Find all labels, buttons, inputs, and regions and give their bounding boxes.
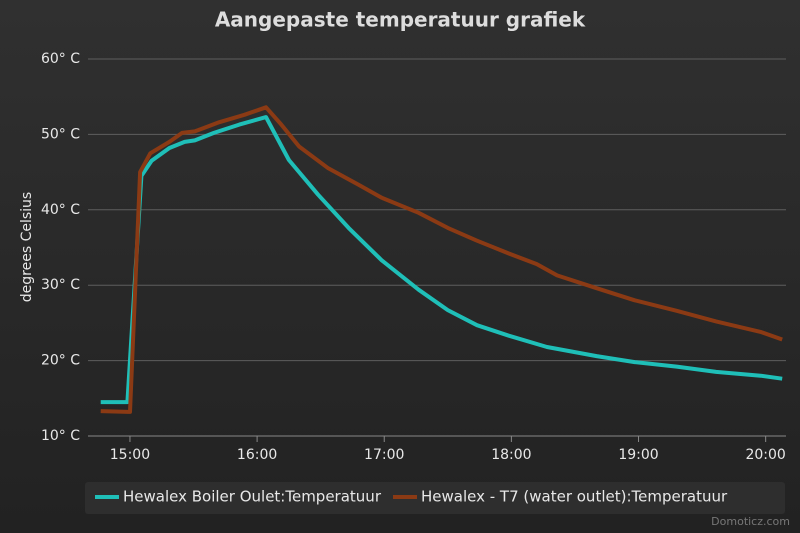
y-tick-label: 30° C [41, 277, 80, 293]
y-axis-title: degrees Celsius [19, 192, 35, 302]
y-tick-label: 50° C [41, 126, 80, 142]
y-tick-label: 60° C [41, 51, 80, 67]
y-tick-label: 20° C [41, 353, 80, 369]
x-tick-label: 18:00 [491, 447, 531, 463]
legend-label[interactable]: Hewalex Boiler Oulet:Temperatuur [123, 488, 382, 506]
x-tick-label: 16:00 [237, 447, 277, 463]
chart-title: Aangepaste temperatuur grafiek [215, 8, 586, 32]
y-tick-label: 40° C [41, 202, 80, 218]
x-tick-label: 15:00 [110, 447, 150, 463]
series-line [100, 105, 783, 414]
legend-label[interactable]: Hewalex - T7 (water outlet):Temperatuur [421, 488, 728, 506]
legend-box [85, 482, 785, 514]
x-tick-label: 19:00 [618, 447, 658, 463]
y-tick-label: 10° C [41, 428, 80, 444]
series-line [100, 115, 783, 405]
credits: Domoticz.com [711, 515, 790, 528]
x-tick-label: 20:00 [745, 447, 785, 463]
x-tick-label: 17:00 [364, 447, 404, 463]
